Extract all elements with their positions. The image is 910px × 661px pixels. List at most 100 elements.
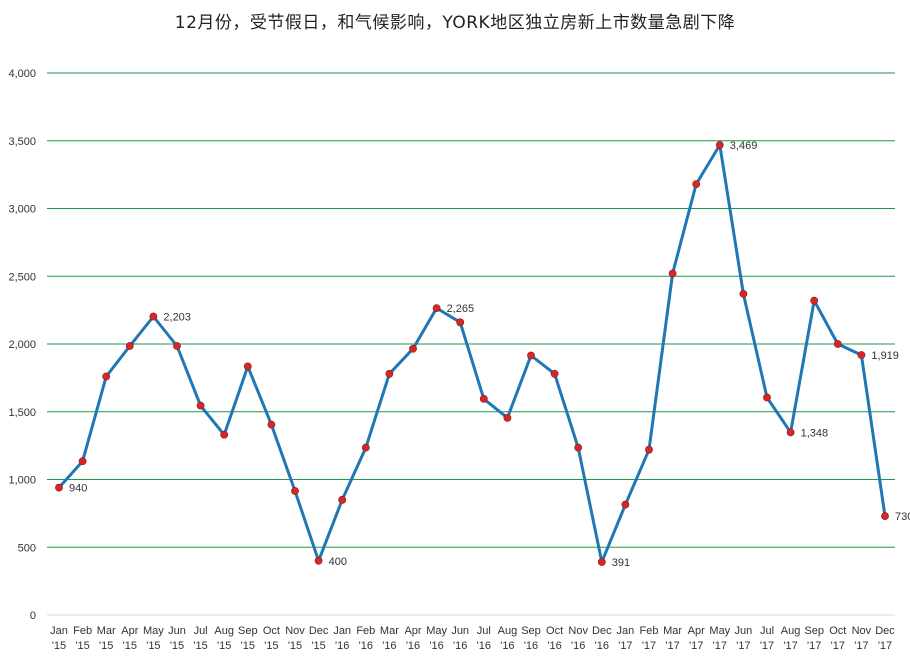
x-tick-label-year: '17	[807, 640, 821, 652]
data-point	[314, 556, 323, 565]
y-tick-label: 3,500	[8, 136, 36, 148]
data-point	[550, 369, 559, 378]
data-point	[574, 443, 583, 452]
x-tick-label-year: '17	[713, 640, 727, 652]
x-tick-label-year: '16	[359, 640, 373, 652]
x-tick-label-month: Mar	[380, 625, 399, 637]
x-tick-label-year: '17	[689, 640, 703, 652]
x-tick-label-year: '16	[524, 640, 538, 652]
x-tick-label-month: Dec	[309, 625, 329, 637]
x-tick-label-month: Aug	[781, 625, 801, 637]
data-point	[668, 269, 677, 278]
x-tick-label-month: Oct	[829, 625, 846, 637]
data-point	[715, 141, 724, 149]
x-tick-label-month: Jun	[451, 625, 469, 637]
x-tick-label-year: '16	[429, 640, 443, 652]
data-point	[338, 495, 347, 504]
y-tick-label: 2,000	[8, 339, 36, 351]
x-tick-label-month: Feb	[356, 625, 375, 637]
data-point	[763, 393, 771, 402]
data-label: 2,265	[447, 303, 475, 315]
x-tick-label-year: '16	[453, 640, 467, 652]
x-tick-label-month: Nov	[285, 625, 305, 637]
data-point	[385, 369, 394, 378]
data-point	[291, 487, 299, 495]
x-tick-label-month: Jan	[50, 625, 68, 637]
data-point	[55, 483, 63, 492]
data-point	[597, 558, 606, 566]
x-tick-label-year: '17	[783, 640, 797, 652]
data-point	[810, 296, 819, 305]
x-tick-label-month: May	[426, 625, 447, 637]
x-tick-label-year: '16	[595, 640, 609, 652]
x-tick-label-year: '15	[170, 640, 184, 652]
data-point	[220, 430, 229, 439]
data-point	[833, 340, 842, 348]
x-tick-label-year: '17	[760, 640, 774, 652]
x-tick-label-year: '15	[264, 640, 278, 652]
x-tick-label-year: '15	[193, 640, 207, 652]
x-tick-label-month: Jul	[477, 625, 491, 637]
data-point	[621, 500, 630, 509]
x-tick-label-month: Feb	[640, 625, 659, 637]
x-tick-label-year: '17	[878, 640, 892, 652]
x-tick-label-month: Sep	[238, 625, 258, 637]
data-label: 1,348	[801, 427, 829, 439]
x-tick-label-month: Feb	[73, 625, 92, 637]
data-label: 3,469	[730, 140, 758, 152]
x-tick-label-month: Jan	[617, 625, 635, 637]
data-point	[196, 401, 205, 410]
x-tick-label-year: '16	[406, 640, 420, 652]
x-tick-label-year: '16	[477, 640, 491, 652]
x-tick-label-month: Apr	[121, 625, 138, 637]
x-tick-label-month: May	[709, 625, 730, 637]
x-tick-label-month: Nov	[568, 625, 588, 637]
x-tick-label-month: Jul	[194, 625, 208, 637]
data-label: 2,203	[163, 311, 191, 323]
x-tick-label-year: '15	[288, 640, 302, 652]
x-tick-label-year: '16	[335, 640, 349, 652]
x-tick-label-month: Aug	[214, 625, 234, 637]
x-tick-label-year: '16	[500, 640, 514, 652]
y-tick-label: 4,000	[8, 68, 36, 80]
x-tick-label-month: May	[143, 625, 164, 637]
x-tick-label-year: '15	[146, 640, 160, 652]
data-point	[78, 457, 87, 466]
data-label: 1,919	[871, 350, 899, 362]
x-tick-label-year: '16	[547, 640, 561, 652]
data-point	[149, 312, 158, 321]
data-label: 940	[69, 483, 87, 495]
chart-title: 12月份，受节假日，和气候影响，YORK地区独立房新上市数量急剧下降	[174, 13, 736, 33]
x-tick-label-month: Jun	[735, 625, 753, 637]
data-label: 730	[895, 511, 910, 523]
y-tick-label: 3,000	[8, 204, 36, 216]
data-point	[786, 428, 795, 437]
x-tick-label-month: Jun	[168, 625, 186, 637]
data-point	[267, 420, 276, 429]
x-tick-label-month: Oct	[263, 625, 280, 637]
x-tick-label-month: Dec	[875, 625, 895, 637]
data-point	[361, 443, 370, 452]
data-point	[857, 351, 866, 359]
data-point	[409, 344, 417, 353]
x-tick-label-month: Jan	[333, 625, 351, 637]
y-tick-label: 1,000	[8, 475, 36, 487]
data-point	[479, 394, 488, 403]
y-tick-label: 500	[18, 542, 36, 554]
data-label: 391	[612, 557, 630, 569]
y-tick-label: 1,500	[8, 407, 36, 419]
x-tick-label-year: '15	[311, 640, 325, 652]
x-tick-label-year: '15	[52, 640, 66, 652]
data-label: 400	[329, 556, 347, 568]
x-tick-label-year: '17	[736, 640, 750, 652]
y-tick-label: 0	[30, 610, 36, 622]
x-tick-label-month: Sep	[804, 625, 824, 637]
data-point	[173, 342, 181, 350]
x-tick-label-month: Jul	[760, 625, 774, 637]
x-tick-label-year: '17	[618, 640, 632, 652]
data-point	[692, 180, 701, 189]
x-tick-label-year: '15	[217, 640, 231, 652]
y-tick-label: 2,500	[8, 271, 36, 283]
